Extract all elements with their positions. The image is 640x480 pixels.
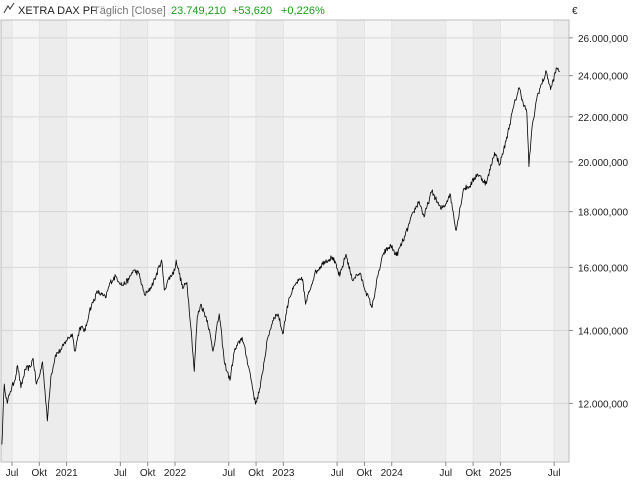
- period-band: [147, 20, 175, 462]
- x-tick-label: Jul: [331, 468, 344, 479]
- instrument-name[interactable]: XETRA DAX PF: [18, 5, 97, 17]
- y-tick-label: 26.000,000: [578, 34, 628, 45]
- period-band: [39, 20, 67, 462]
- x-tick-label: Jul: [6, 468, 19, 479]
- x-tick-label: Jul: [222, 468, 235, 479]
- header: XETRA DAX PF Täglich [Close] 23.749,210 …: [3, 2, 325, 17]
- x-tick-label: Jul: [114, 468, 127, 479]
- period-band: [445, 20, 474, 462]
- period-band: [391, 20, 446, 462]
- x-tick-label: Okt: [357, 468, 373, 479]
- y-tick-label: 12.000,000: [578, 399, 628, 410]
- period-band: [11, 20, 40, 462]
- y-tick-label: 22.000,000: [578, 113, 628, 124]
- y-tick-label: 16.000,000: [578, 263, 628, 274]
- period-band: [1, 20, 12, 462]
- period-band: [554, 20, 569, 462]
- y-tick-label: 14.000,000: [578, 326, 628, 337]
- change-absolute: +53,620: [232, 5, 272, 17]
- x-tick-label: 2025: [489, 468, 512, 479]
- interval-label[interactable]: Täglich [Close]: [93, 5, 166, 17]
- period-band: [283, 20, 338, 462]
- period-band: [120, 20, 148, 462]
- change-percent: +0,226%: [281, 5, 325, 17]
- period-band: [500, 20, 555, 462]
- period-bands: [1, 20, 569, 462]
- x-tick-label: Jul: [548, 468, 561, 479]
- x-tick-label: Okt: [32, 468, 48, 479]
- last-price: 23.749,210: [171, 5, 226, 17]
- x-tick-label: 2023: [272, 468, 295, 479]
- series-line-dax: [1, 67, 560, 445]
- y-tick-label: 24.000,000: [578, 72, 628, 83]
- period-band: [473, 20, 501, 462]
- x-tick-label: 2022: [164, 468, 187, 479]
- period-band: [66, 20, 121, 462]
- line-type-icon: [3, 2, 15, 14]
- x-tick-label: Okt: [140, 468, 156, 479]
- period-band: [256, 20, 284, 462]
- x-tick-label: 2024: [381, 468, 404, 479]
- plot-frame: [0, 19, 570, 463]
- y-unit-label: €: [572, 6, 578, 17]
- x-tick-label: Okt: [465, 468, 481, 479]
- x-tick-label: Jul: [439, 468, 452, 479]
- x-tick-label: 2021: [55, 468, 78, 479]
- x-axis: Jul Okt 2021 Jul Okt 2022 Jul Okt 2023 Jul Okt 2024…: [6, 462, 561, 479]
- y-tick-label: 20.000,000: [578, 158, 628, 169]
- vertical-grid: [11, 20, 555, 462]
- period-band: [174, 20, 229, 462]
- y-axis: 12.000,000 14.000,000 16.000,000 18.000,000…: [569, 34, 628, 410]
- period-band: [228, 20, 257, 462]
- period-band: [337, 20, 365, 462]
- y-tick-label: 18.000,000: [578, 208, 628, 219]
- horizontal-grid: [1, 37, 569, 404]
- period-band: [364, 20, 392, 462]
- x-tick-label: Okt: [248, 468, 264, 479]
